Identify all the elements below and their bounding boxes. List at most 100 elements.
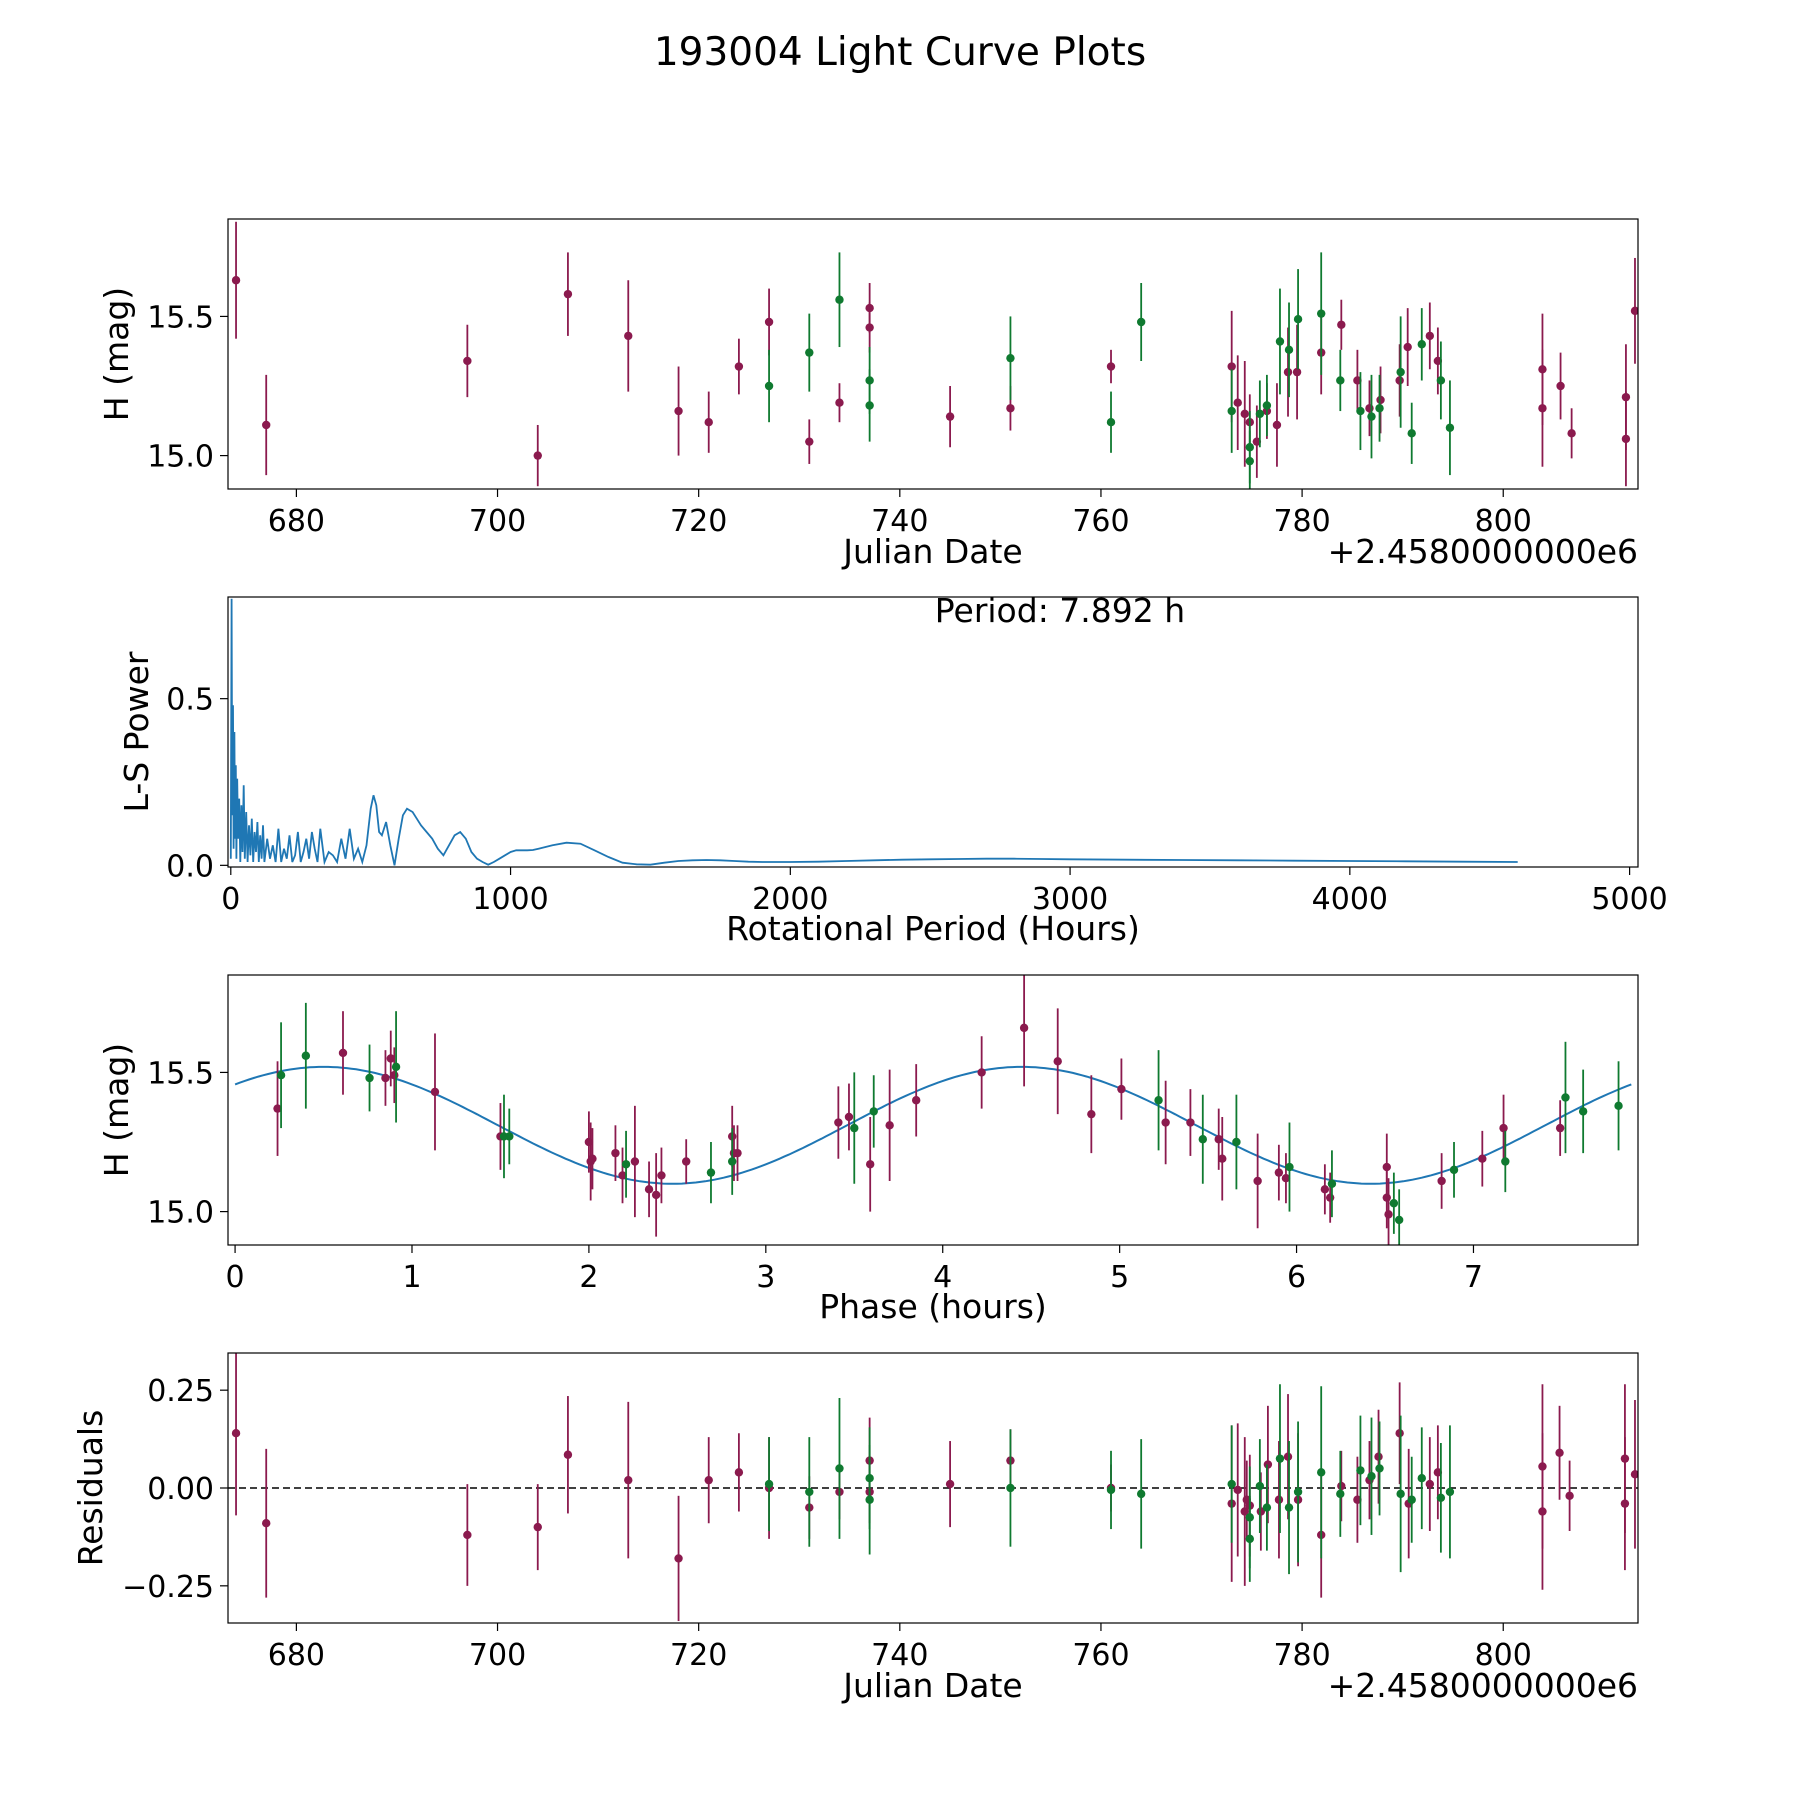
data-point <box>365 1073 374 1083</box>
figure-title: 193004 Light Curve Plots <box>654 30 1146 75</box>
y-tick-label: 0.5 <box>166 683 214 718</box>
data-point <box>1499 1123 1508 1133</box>
panel-residuals: 680 700 720 740 760 780 800 −0.25 0.00 0.25 Julia… <box>71 1352 1639 1705</box>
y-tick-label: 15.5 <box>147 300 214 335</box>
data-point <box>1006 1483 1015 1493</box>
data-point <box>1407 429 1416 438</box>
data-point <box>1567 429 1576 438</box>
data-point <box>390 1071 399 1080</box>
data-point <box>621 1160 631 1169</box>
x-tick-label: 5 <box>1110 1260 1129 1295</box>
data-point <box>945 1479 955 1489</box>
data-point <box>1161 1118 1170 1127</box>
data-point <box>733 1148 742 1158</box>
data-point <box>1320 1185 1330 1194</box>
data-point <box>1561 1093 1570 1102</box>
lightcurve-xlabel: Julian Date <box>841 532 1023 571</box>
data-point <box>301 1051 311 1060</box>
data-point <box>1356 1466 1365 1475</box>
data-point <box>834 1118 843 1127</box>
data-point <box>1232 1137 1241 1147</box>
residuals-offset-text: +2.4580000000e6 <box>1328 1666 1638 1705</box>
data-point <box>734 362 744 371</box>
periodogram-data-layer <box>229 598 1518 866</box>
data-point <box>1396 1489 1405 1499</box>
data-point <box>1395 1429 1404 1438</box>
data-point <box>1285 1162 1294 1172</box>
data-point <box>1262 1503 1272 1512</box>
phased-xlabel: Phase (hours) <box>819 1287 1047 1326</box>
x-tick-label: 700 <box>469 504 526 539</box>
data-point <box>1227 362 1236 371</box>
data-point <box>1395 376 1404 385</box>
data-point <box>1425 1479 1435 1489</box>
data-point <box>1255 1481 1265 1491</box>
data-point <box>1281 1173 1291 1183</box>
data-point <box>1614 1101 1623 1111</box>
data-point <box>273 1104 282 1113</box>
data-point <box>1449 1165 1459 1175</box>
data-point <box>1555 1448 1564 1457</box>
data-point <box>764 381 774 391</box>
data-point <box>1433 356 1443 366</box>
data-point <box>734 1468 744 1477</box>
data-point <box>1106 362 1116 371</box>
x-tick-label: 720 <box>670 504 727 539</box>
data-point <box>505 1132 514 1141</box>
lightcurve-frame <box>227 218 1639 490</box>
panel-lightcurve: 680 700 720 740 760 780 800 15.0 15.5 Julian Dat… <box>97 218 1639 571</box>
data-point <box>1621 434 1631 444</box>
x-tick-label: 4 <box>933 1260 952 1295</box>
data-point <box>835 398 844 407</box>
data-point <box>704 1475 713 1485</box>
data-point <box>850 1123 859 1133</box>
periodogram-xlabel: Rotational Period (Hours) <box>726 909 1140 948</box>
y-tick-label: 15.0 <box>147 1196 214 1231</box>
data-point <box>1186 1118 1195 1127</box>
data-point <box>1136 317 1146 327</box>
data-point <box>865 1160 875 1169</box>
data-point <box>1245 456 1254 466</box>
data-point <box>262 420 271 430</box>
data-point <box>1425 331 1435 341</box>
panel-phased: 0 1 2 3 4 5 6 7 15.0 15.5 Phase (hours) H (mag) <box>97 974 1639 1326</box>
data-point <box>651 1190 661 1200</box>
phased-data-layer <box>234 975 1632 1245</box>
data-point <box>728 1157 737 1166</box>
residuals-ylabel: Residuals <box>71 1410 110 1567</box>
data-point <box>1218 1154 1227 1163</box>
data-point <box>1198 1135 1207 1144</box>
x-tick-label: 6 <box>1287 1260 1306 1295</box>
y-tick-label: 15.5 <box>147 1056 214 1091</box>
data-point <box>805 437 814 446</box>
data-point <box>644 1185 654 1194</box>
data-point <box>1555 1123 1565 1133</box>
periodogram-line <box>229 598 1518 866</box>
x-tick-label: 700 <box>469 1638 526 1673</box>
data-point <box>276 1071 286 1080</box>
periodogram-frame <box>227 596 1639 868</box>
x-tick-label: 780 <box>1273 1638 1330 1673</box>
data-point <box>1227 406 1236 416</box>
data-point <box>1136 1489 1146 1499</box>
x-tick-label: 2 <box>579 1260 598 1295</box>
data-point <box>674 1554 683 1563</box>
data-point <box>1375 404 1384 413</box>
x-tick-label: 740 <box>871 1638 928 1673</box>
data-point <box>1274 1168 1284 1177</box>
x-tick-label: 680 <box>268 504 325 539</box>
data-point <box>704 417 713 427</box>
phased-frame <box>227 974 1639 1246</box>
residuals-xlabel: Julian Date <box>841 1666 1023 1705</box>
data-point <box>1417 1474 1426 1483</box>
data-point <box>1445 423 1455 432</box>
data-point <box>563 289 573 299</box>
data-point <box>386 1054 395 1063</box>
data-point <box>624 1475 633 1485</box>
lightcurve-offset-text: +2.4580000000e6 <box>1328 532 1638 571</box>
data-point <box>1019 1023 1029 1033</box>
residuals-data-layer <box>228 1353 1638 1622</box>
data-point <box>1437 1176 1446 1186</box>
data-point <box>1403 342 1412 352</box>
